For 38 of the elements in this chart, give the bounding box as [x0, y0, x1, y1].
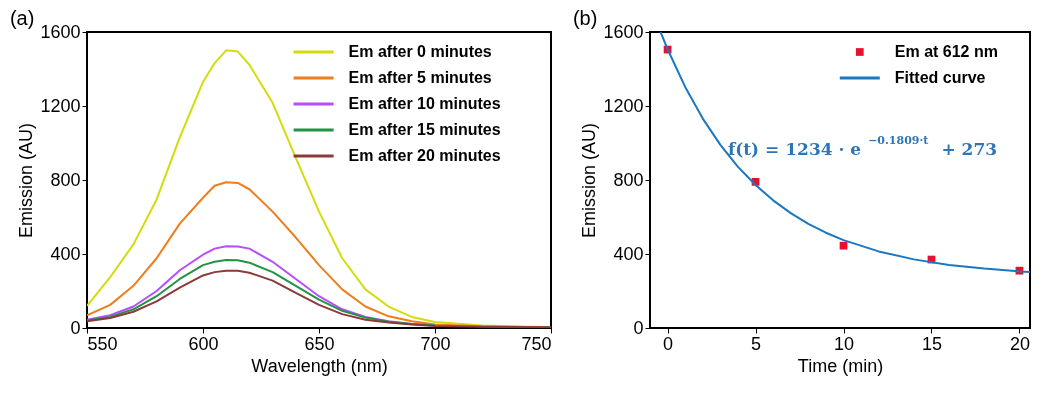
y-tick-label: 1200: [40, 95, 81, 116]
x-tick-label: 550: [87, 333, 118, 354]
x-tick-label: 10: [834, 333, 855, 354]
x-tick-label: 600: [188, 333, 219, 354]
legend-label: Em after 0 minutes: [348, 43, 492, 60]
y-tick-label: 400: [50, 243, 81, 264]
x-axis-title: Wavelength (nm): [251, 355, 388, 376]
y-tick-label: 0: [633, 317, 644, 338]
y-tick-label: 1600: [40, 21, 81, 42]
y-tick-label: 800: [613, 169, 644, 190]
point: [839, 241, 848, 250]
x-tick-label: 20: [1009, 333, 1030, 354]
x-tick-label: 0: [663, 333, 674, 354]
x-tick-label: 650: [304, 333, 335, 354]
line-series: [659, 32, 1030, 273]
y-tick-label: 1200: [603, 95, 644, 116]
legend-label: Em after 10 minutes: [348, 95, 501, 112]
y-axis-title: Emission (AU): [579, 122, 600, 239]
y-tick-label: 800: [50, 169, 81, 190]
x-axis-title: Time (min): [797, 355, 884, 376]
legend-label: Fitted curve: [894, 69, 986, 86]
legend-label: Em at 612 nm: [894, 43, 998, 60]
y-tick-label: 400: [613, 243, 644, 264]
y-tick-label: 0: [70, 317, 81, 338]
legend-label: Em after 15 minutes: [348, 121, 501, 138]
y-tick-label: 1600: [603, 21, 644, 42]
x-tick-label: 700: [420, 333, 451, 354]
line-series: [87, 258, 436, 327]
x-tick-label: 5: [751, 333, 762, 354]
chart-title: (a): [9, 7, 35, 29]
x-tick-label: 750: [521, 333, 552, 354]
y-axis-title: Emission (AU): [16, 122, 37, 239]
line-series: [87, 269, 551, 328]
chart-title: (b): [572, 7, 598, 29]
legend-label: Em after 20 minutes: [348, 147, 501, 164]
annotation: f(t) = 1234 · e−0.1809·t + 273: [727, 134, 998, 159]
legend-label: Em after 5 minutes: [348, 69, 492, 86]
x-tick-label: 15: [921, 333, 942, 354]
